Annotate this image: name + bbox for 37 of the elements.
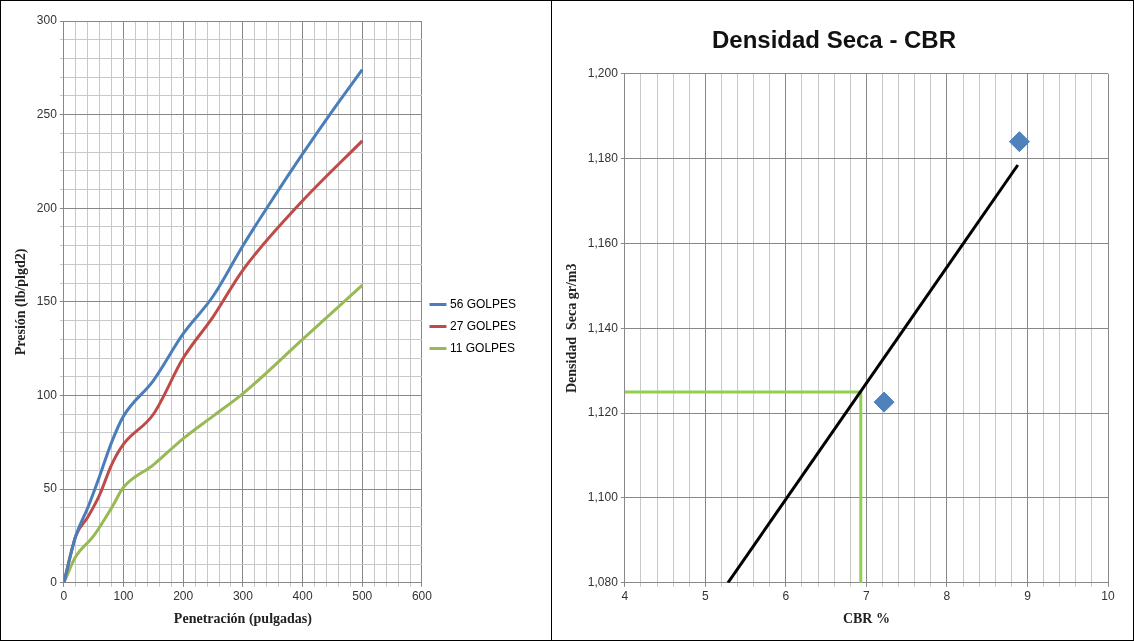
- y-tick-label: 200: [36, 200, 58, 215]
- y-axis-title: Densidad Seca gr/m3: [564, 263, 580, 394]
- x-tick-label: 600: [411, 589, 433, 604]
- y-tick-label: 100: [36, 387, 58, 402]
- x-tick-label: 300: [232, 589, 254, 604]
- chart-title: Densidad Seca - CBR: [711, 26, 957, 54]
- x-tick-label: 500: [352, 589, 373, 604]
- y-tick-label: 1,120: [587, 405, 619, 420]
- y-tick-label: 1,100: [587, 490, 619, 505]
- y-tick-label: 150: [36, 294, 58, 309]
- y-tick-label: 250: [36, 106, 58, 121]
- y-tick-label: 1,140: [587, 320, 619, 335]
- y-tick-label: 1,180: [587, 150, 619, 165]
- x-tick-label: 8: [943, 589, 951, 604]
- x-tick-label: 200: [173, 589, 194, 604]
- y-axis-title: Presión (lb/plgd2): [13, 248, 30, 356]
- legend-label: 56 GOLPES: [449, 296, 517, 311]
- y-tick-label: 1,080: [587, 575, 619, 590]
- y-tick-label: 50: [43, 481, 58, 496]
- x-tick-label: 10: [1101, 589, 1115, 604]
- y-tick-label: 0: [50, 575, 58, 590]
- x-axis-title: Penetración (pulgadas): [173, 611, 313, 628]
- x-tick-label: 6: [782, 589, 790, 604]
- x-axis-title: CBR %: [842, 611, 890, 627]
- legend-label: 11 GOLPES: [449, 340, 516, 355]
- x-tick-label: 7: [863, 589, 871, 604]
- x-tick-label: 0: [60, 589, 68, 604]
- line-series: [63, 283, 364, 583]
- y-tick-label: 300: [36, 13, 58, 28]
- x-tick-label: 5: [702, 589, 710, 604]
- x-tick-label: 100: [113, 589, 134, 604]
- x-tick-label: 9: [1024, 589, 1032, 604]
- y-tick-label: 1,160: [587, 235, 619, 250]
- legend-label: 27 GOLPES: [449, 318, 517, 333]
- y-tick-label: 1,200: [587, 66, 619, 81]
- x-tick-label: 400: [292, 589, 313, 604]
- x-tick-label: 4: [621, 589, 629, 604]
